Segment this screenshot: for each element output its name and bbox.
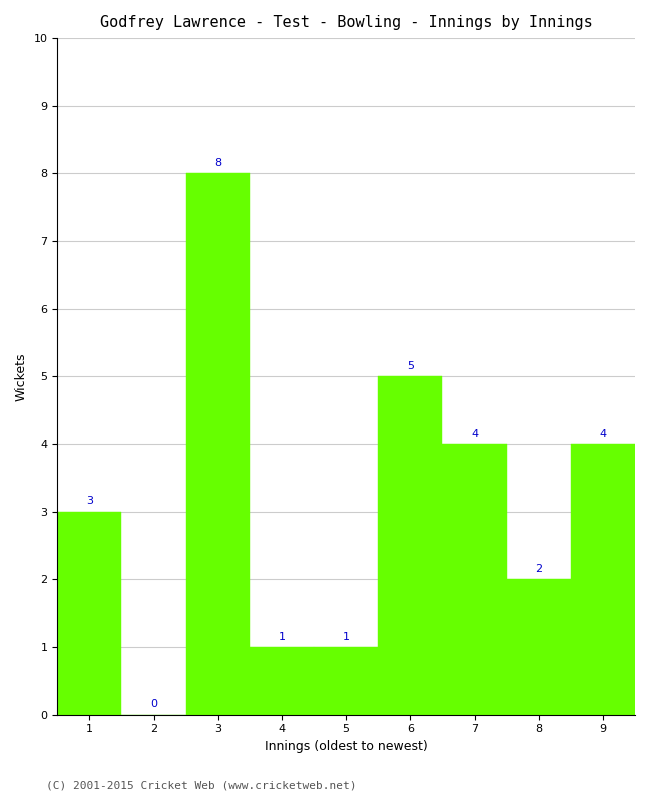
Bar (506, 579, 571, 714)
Bar (186, 174, 250, 714)
Bar (314, 647, 378, 714)
Text: 4: 4 (599, 429, 606, 438)
Bar (571, 444, 635, 714)
Text: 5: 5 (407, 361, 414, 371)
Bar (250, 647, 314, 714)
Bar (57, 512, 122, 714)
Text: 0: 0 (150, 699, 157, 710)
Text: 1: 1 (278, 632, 285, 642)
Text: 1: 1 (343, 632, 350, 642)
Title: Godfrey Lawrence - Test - Bowling - Innings by Innings: Godfrey Lawrence - Test - Bowling - Inni… (99, 15, 593, 30)
Bar (378, 377, 443, 714)
Text: 3: 3 (86, 496, 93, 506)
Text: (C) 2001-2015 Cricket Web (www.cricketweb.net): (C) 2001-2015 Cricket Web (www.cricketwe… (46, 781, 356, 790)
Text: 2: 2 (535, 564, 542, 574)
Text: 4: 4 (471, 429, 478, 438)
X-axis label: Innings (oldest to newest): Innings (oldest to newest) (265, 740, 428, 753)
Text: 8: 8 (214, 158, 221, 168)
Bar (443, 444, 506, 714)
Y-axis label: Wickets: Wickets (15, 352, 28, 401)
